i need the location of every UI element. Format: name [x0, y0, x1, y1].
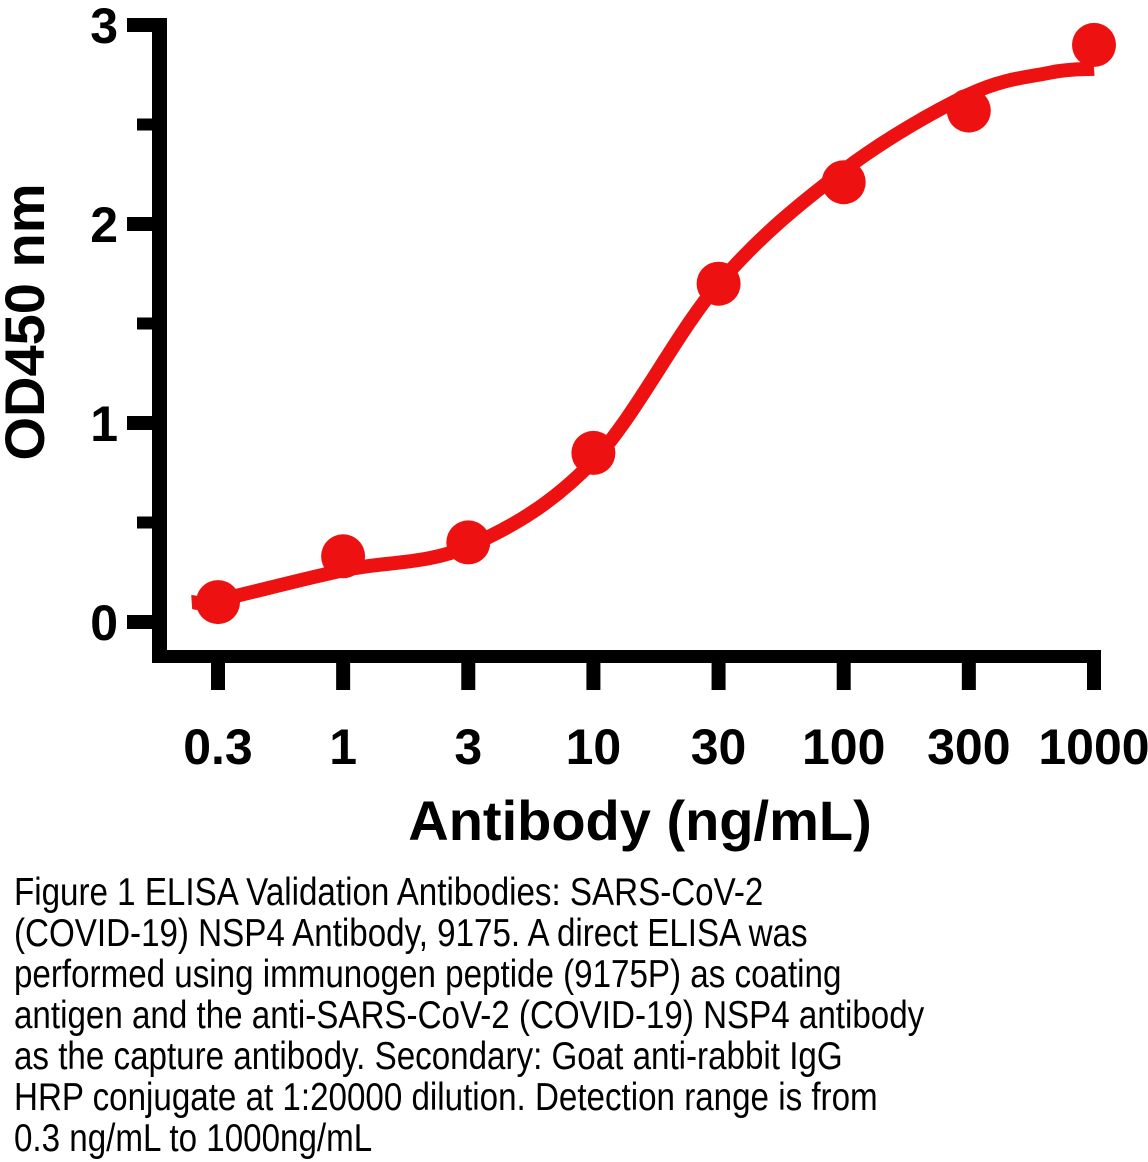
x-tick-label: 300 [927, 719, 1010, 775]
x-tick-label: 3 [454, 719, 482, 775]
x-tick-label: 1 [329, 719, 357, 775]
caption-line: performed using immunogen peptide (9175P… [14, 953, 842, 996]
y-tick-label: 1 [90, 396, 118, 452]
figure-caption: Figure 1 ELISA Validation Antibodies: SA… [14, 872, 1145, 1159]
x-tick [1086, 650, 1101, 690]
data-point [696, 261, 741, 306]
x-tick-labels: 0.3 1 3 10 30 100 300 1000 [183, 719, 1148, 775]
y-major-tick [127, 416, 152, 430]
y-major-tick [127, 18, 152, 32]
caption-line: as the capture antibody. Secondary: Goat… [14, 1035, 843, 1078]
y-tick-labels: 0 1 2 3 [90, 0, 118, 651]
y-major-tick [127, 217, 152, 231]
caption-line: HRP conjugate at 1:20000 dilution. Detec… [14, 1076, 878, 1119]
y-minor-tick [137, 516, 152, 529]
x-tick [211, 650, 225, 690]
data-point [1072, 22, 1116, 67]
caption-line: 0.3 ng/mL to 1000ng/mL [14, 1117, 373, 1160]
y-minor-tick [137, 118, 152, 131]
elisa-chart: 0 1 2 3 0.3 1 3 10 30 100 300 1000 Antibody (ng/mL… [0, 0, 1148, 852]
data-points [196, 22, 1116, 625]
x-tick-label: 1000 [1038, 719, 1148, 775]
x-axis-line [152, 650, 1098, 663]
x-tick [586, 650, 601, 690]
x-tick-label: 30 [691, 719, 747, 775]
data-point [321, 534, 366, 579]
caption-line: (COVID-19) NSP4 Antibody, 9175. A direct… [14, 912, 808, 955]
y-tick-label: 0 [90, 595, 118, 651]
caption-line: Figure 1 ELISA Validation Antibodies: SA… [14, 871, 764, 914]
x-tick [836, 650, 851, 690]
x-axis-title: Antibody (ng/mL) [408, 789, 871, 852]
axes [127, 18, 1101, 690]
data-point [571, 430, 616, 475]
y-major-tick [127, 615, 152, 629]
y-axis-line [152, 18, 167, 663]
data-point [196, 580, 240, 625]
x-tick [711, 650, 726, 690]
y-minor-tick [137, 317, 152, 330]
y-axis-title: OD450 nm [0, 184, 56, 461]
y-tick-label: 3 [90, 0, 118, 54]
data-point [946, 88, 991, 133]
x-tick [461, 650, 476, 690]
data-point [821, 160, 866, 205]
x-tick-label: 10 [566, 719, 622, 775]
fit-curve [191, 61, 1095, 610]
y-tick-label: 2 [90, 197, 118, 253]
x-tick-label: 100 [802, 719, 885, 775]
x-tick-label: 0.3 [183, 719, 253, 775]
x-tick [961, 650, 976, 690]
caption-line: antigen and the anti-SARS-CoV-2 (COVID-1… [14, 994, 925, 1037]
x-tick [336, 650, 351, 690]
data-point [446, 520, 491, 565]
